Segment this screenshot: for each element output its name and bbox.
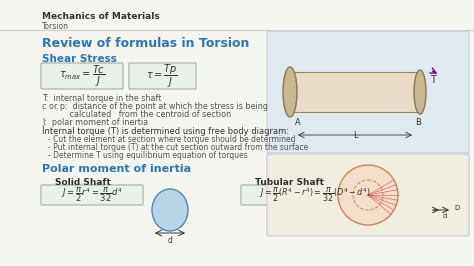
FancyBboxPatch shape (241, 185, 388, 205)
Ellipse shape (408, 185, 452, 235)
Text: $\tau_{max} = \dfrac{Tc}{J}$: $\tau_{max} = \dfrac{Tc}{J}$ (59, 64, 105, 89)
Text: Torsion: Torsion (42, 22, 69, 31)
Text: L: L (353, 131, 357, 140)
Text: Mechanics of Materials: Mechanics of Materials (42, 12, 160, 21)
FancyBboxPatch shape (41, 185, 143, 205)
Text: $\tau = \dfrac{Tp}{J}$: $\tau = \dfrac{Tp}{J}$ (146, 63, 178, 90)
Text: J:  polar moment of inertia: J: polar moment of inertia (42, 118, 148, 127)
Text: Tubular Shaft: Tubular Shaft (255, 178, 324, 187)
Text: calculated   from the centroid of section: calculated from the centroid of section (42, 110, 231, 119)
Text: d: d (443, 213, 447, 219)
Text: T:  internal torque in the shaft: T: internal torque in the shaft (42, 94, 161, 103)
FancyBboxPatch shape (267, 154, 469, 236)
Text: Review of formulas in Torsion: Review of formulas in Torsion (42, 37, 249, 50)
Text: Internal torque (T) is determined using free body diagram:: Internal torque (T) is determined using … (42, 127, 289, 136)
Circle shape (338, 165, 398, 225)
Text: D: D (454, 205, 459, 211)
Text: d: d (168, 236, 173, 245)
Text: $J = \dfrac{\pi}{2}r^4 = \dfrac{\pi}{32}d^4$: $J = \dfrac{\pi}{2}r^4 = \dfrac{\pi}{32}… (61, 186, 123, 204)
Ellipse shape (414, 70, 426, 114)
Text: T: T (430, 75, 436, 85)
Text: Shear Stress: Shear Stress (42, 54, 117, 64)
Text: - Put internal torque (T) at the cut section outward from the surface: - Put internal torque (T) at the cut sec… (48, 143, 308, 152)
Text: A: A (295, 118, 301, 127)
Ellipse shape (283, 67, 297, 117)
Text: Solid Shaft: Solid Shaft (55, 178, 111, 187)
Text: c or p:  distance of the point at which the stress is being: c or p: distance of the point at which t… (42, 102, 268, 111)
FancyBboxPatch shape (267, 31, 469, 153)
Text: B: B (415, 118, 421, 127)
FancyBboxPatch shape (41, 63, 123, 89)
Ellipse shape (418, 196, 442, 224)
Bar (290, 72, 420, 112)
Text: - Cut the element at section where torque should be determined: - Cut the element at section where torqu… (48, 135, 295, 144)
Text: $J = \dfrac{\pi}{2}(R^4 - r^4) = \dfrac{\pi}{32}(D^4 - d^4)$: $J = \dfrac{\pi}{2}(R^4 - r^4) = \dfrac{… (259, 186, 371, 204)
Ellipse shape (152, 189, 188, 231)
FancyBboxPatch shape (129, 63, 196, 89)
Text: Polar moment of inertia: Polar moment of inertia (42, 164, 191, 174)
Text: - Determine T using equilibrium equation of torques: - Determine T using equilibrium equation… (48, 151, 248, 160)
